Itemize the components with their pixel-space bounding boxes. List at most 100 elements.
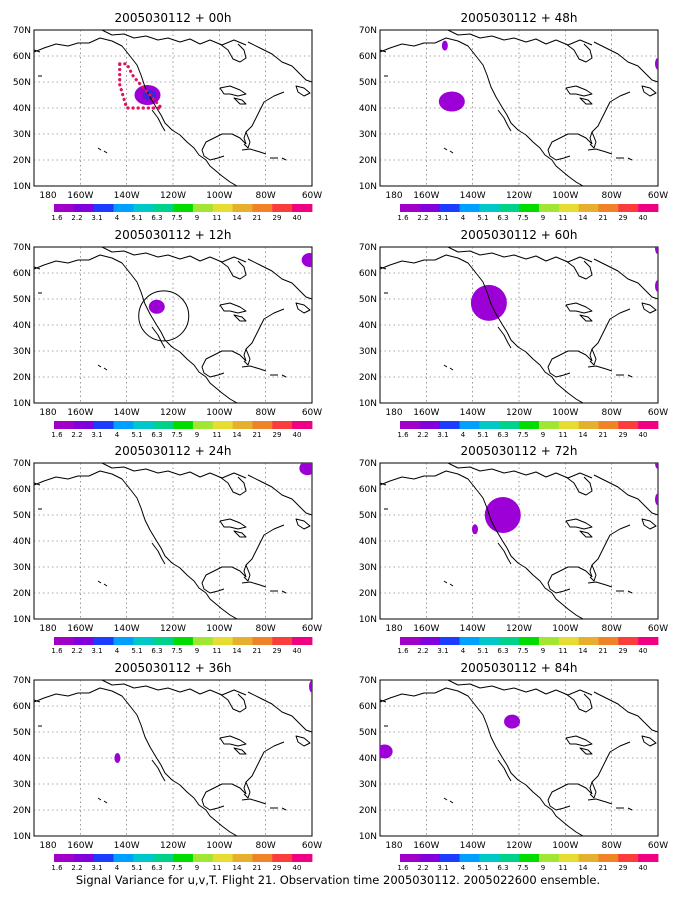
latitude-tick-label: 50N — [13, 295, 31, 305]
latitude-tick-label: 50N — [359, 728, 377, 738]
colorbar-segment — [558, 421, 580, 429]
colorbar-segment — [133, 854, 154, 862]
latitude-tick-label: 70N — [13, 243, 31, 253]
colorbar-label: 4 — [115, 647, 120, 655]
colorbar-label: 40 — [639, 431, 648, 439]
colorbar-segment — [153, 204, 174, 212]
longitude-tick-label: 60W — [302, 841, 322, 851]
variance-blob — [441, 40, 448, 51]
longitude-tick-label: 140W — [460, 841, 486, 851]
colorbar-segment — [439, 854, 460, 862]
colorbar-label: 21 — [599, 431, 608, 439]
colorbar-label: 3.1 — [437, 214, 448, 222]
map-panel-12h: 2005030112 + 12h 70N 60N 50N 40N 30N 20N 10N 180… — [13, 228, 322, 439]
latitude-tick-label: 30N — [359, 780, 377, 790]
longitude-tick-label: 80W — [601, 191, 621, 201]
map-panel-60h: 2005030112 + 60h 70N 60N 50N 40N 30N 20N 10N 180… — [359, 228, 668, 439]
colorbar-label: 29 — [619, 647, 628, 655]
colorbar-label: 6.3 — [151, 214, 162, 222]
colorbar-label: 7.5 — [171, 431, 182, 439]
colorbar-segment — [439, 204, 460, 212]
colorbar-segment — [558, 637, 580, 645]
latitude-tick-label: 70N — [359, 243, 377, 253]
colorbar-segment — [54, 421, 75, 429]
longitude-tick-label: 180 — [39, 191, 56, 201]
longitude-tick-label: 100W — [552, 191, 578, 201]
colorbar-segment — [519, 637, 540, 645]
latitude-tick-label: 40N — [359, 104, 377, 114]
colorbar-segment — [133, 204, 154, 212]
colorbar-label: 2.2 — [71, 431, 82, 439]
colorbar-segment — [292, 854, 313, 862]
colorbar-label: 6.3 — [497, 864, 508, 872]
colorbar-label: 29 — [619, 864, 628, 872]
colorbar-segment — [54, 854, 75, 862]
latitude-tick-label: 30N — [359, 347, 377, 357]
colorbar-segment — [93, 204, 114, 212]
colorbar-segment — [73, 637, 95, 645]
variance-blob — [504, 714, 521, 729]
colorbar-label: 5.1 — [131, 214, 142, 222]
colorbar-label: 1.6 — [51, 431, 63, 439]
longitude-tick-label: 100W — [206, 841, 232, 851]
colorbar-segment — [252, 854, 273, 862]
signal-variance-shading — [470, 247, 658, 321]
latitude-tick-label: 60N — [359, 269, 377, 279]
colorbar-label: 2.2 — [417, 431, 428, 439]
colorbar-label: 3.1 — [437, 647, 448, 655]
colorbar-label: 40 — [293, 214, 302, 222]
colorbar-label: 1.6 — [397, 431, 409, 439]
longitude-tick-label: 140W — [460, 191, 486, 201]
longitude-tick-label: 180 — [39, 408, 56, 418]
longitude-tick-label: 100W — [552, 841, 578, 851]
colorbar-segment — [479, 854, 500, 862]
longitude-tick-label: 60W — [302, 408, 322, 418]
variance-blob — [471, 524, 478, 535]
latitude-tick-label: 10N — [359, 615, 377, 625]
colorbar-segment — [459, 204, 480, 212]
colorbar-label: 6.3 — [151, 864, 162, 872]
longitude-tick-label: 80W — [255, 408, 275, 418]
colorbar-label: 11 — [559, 431, 568, 439]
colorbar-label: 9 — [541, 214, 545, 222]
colorbar-label: 9 — [195, 214, 199, 222]
longitude-tick-label: 100W — [206, 408, 232, 418]
longitude-tick-label: 140W — [114, 191, 140, 201]
colorbar-label: 9 — [195, 647, 199, 655]
colorbar-segment — [618, 854, 639, 862]
latitude-tick-label: 50N — [359, 78, 377, 88]
colorbar-label: 29 — [273, 647, 282, 655]
colorbar-label: 5.1 — [131, 647, 142, 655]
colorbar-label: 7.5 — [517, 647, 528, 655]
colorbar-segment — [93, 637, 114, 645]
colorbar-segment — [192, 854, 214, 862]
colorbar-label: 5.1 — [131, 864, 142, 872]
latitude-tick-label: 20N — [359, 156, 377, 166]
latitude-tick-label: 40N — [359, 754, 377, 764]
colorbar-label: 6.3 — [497, 214, 508, 222]
colorbar-label: 2.2 — [71, 647, 82, 655]
colorbar-label: 21 — [253, 214, 262, 222]
latitude-tick-label: 10N — [13, 399, 31, 409]
latitude-tick-label: 10N — [13, 182, 31, 192]
colorbar-label: 14 — [233, 431, 242, 439]
colorbar-label: 4 — [461, 647, 466, 655]
latitude-tick-label: 20N — [359, 589, 377, 599]
longitude-tick-label: 120W — [160, 624, 186, 634]
colorbar-segment — [113, 637, 134, 645]
latitude-tick-label: 20N — [359, 806, 377, 816]
panel-title: 2005030112 + 12h — [115, 228, 232, 242]
variance-blob — [380, 744, 393, 759]
longitude-tick-label: 60W — [648, 191, 668, 201]
colorbar-label: 9 — [541, 431, 545, 439]
colorbar-segment — [618, 421, 639, 429]
longitude-tick-label: 180 — [385, 191, 402, 201]
map-panel-84h: 2005030112 + 84h 70N 60N 50N 40N 30N 20N 10N 180… — [359, 661, 668, 872]
colorbar-label: 29 — [619, 431, 628, 439]
colorbar-segment — [252, 421, 273, 429]
colorbar-segment — [638, 854, 659, 862]
colorbar-label: 4 — [115, 864, 120, 872]
colorbar-segment — [272, 854, 293, 862]
longitude-tick-label: 120W — [160, 408, 186, 418]
